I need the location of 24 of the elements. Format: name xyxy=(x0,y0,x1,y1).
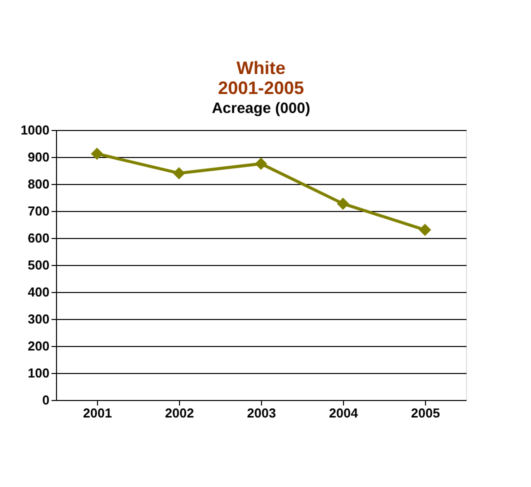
y-tick-label: 300 xyxy=(28,312,50,326)
y-tick-label: 800 xyxy=(28,176,50,192)
text: White xyxy=(236,58,286,78)
point xyxy=(336,198,350,210)
text: 2001-2005 xyxy=(218,78,304,98)
y-tick-label: 1000 xyxy=(20,122,50,138)
y-tick-label: 600 xyxy=(28,230,50,246)
point xyxy=(254,158,268,170)
y-tick-label: 500 xyxy=(28,258,50,272)
x-tick-label: 2003 xyxy=(247,406,276,420)
y-tick-label: 200 xyxy=(28,338,50,354)
x-tick-label: 2001 xyxy=(83,406,112,420)
y-tick-label: 100 xyxy=(28,366,50,380)
y-tick-label: 900 xyxy=(28,150,50,164)
y-tick-label: 400 xyxy=(28,284,50,300)
x-tick-label: 2004 xyxy=(329,406,359,420)
x-tick-label: 2005 xyxy=(411,406,440,420)
point xyxy=(418,224,432,236)
chart-subtitle: Acreage (000) xyxy=(212,100,310,117)
point xyxy=(172,167,186,180)
x-tick-label: 2002 xyxy=(165,406,194,420)
point xyxy=(90,148,104,160)
y-tick-label: 0 xyxy=(42,392,50,408)
y-tick-label: 700 xyxy=(28,204,50,218)
